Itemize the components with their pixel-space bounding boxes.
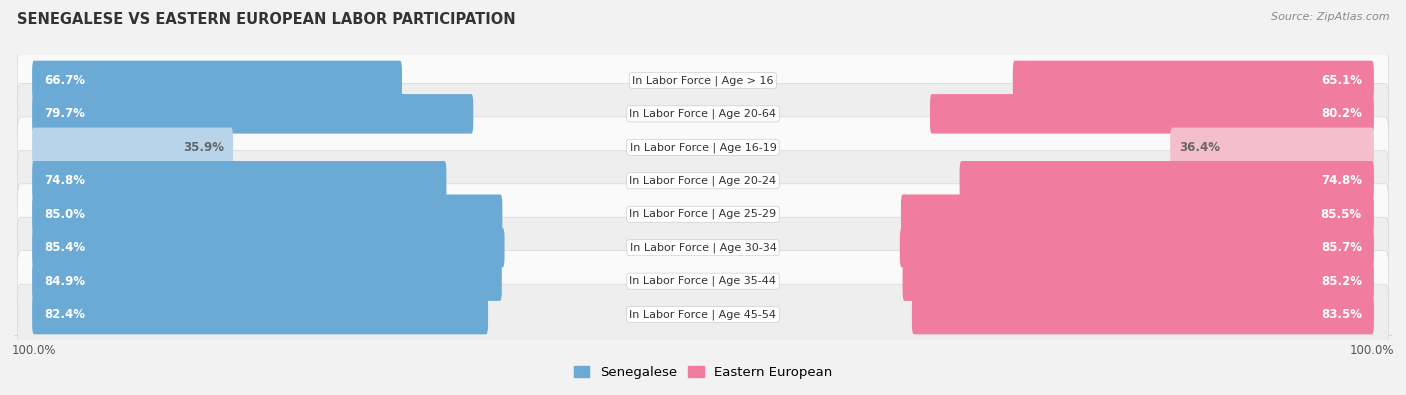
Text: In Labor Force | Age 25-29: In Labor Force | Age 25-29 [630, 209, 776, 220]
Text: In Labor Force | Age > 16: In Labor Force | Age > 16 [633, 75, 773, 86]
FancyBboxPatch shape [912, 295, 1374, 334]
Text: In Labor Force | Age 35-44: In Labor Force | Age 35-44 [630, 276, 776, 286]
FancyBboxPatch shape [900, 228, 1374, 267]
Text: In Labor Force | Age 20-64: In Labor Force | Age 20-64 [630, 109, 776, 119]
Text: 66.7%: 66.7% [44, 74, 86, 87]
Legend: Senegalese, Eastern European: Senegalese, Eastern European [568, 361, 838, 384]
FancyBboxPatch shape [901, 194, 1374, 234]
Text: SENEGALESE VS EASTERN EUROPEAN LABOR PARTICIPATION: SENEGALESE VS EASTERN EUROPEAN LABOR PAR… [17, 12, 516, 27]
FancyBboxPatch shape [17, 184, 1389, 245]
Text: 85.4%: 85.4% [44, 241, 86, 254]
FancyBboxPatch shape [929, 94, 1374, 134]
Text: 85.7%: 85.7% [1320, 241, 1362, 254]
FancyBboxPatch shape [17, 217, 1389, 278]
Text: 85.2%: 85.2% [1320, 275, 1362, 288]
Text: 74.8%: 74.8% [44, 174, 86, 187]
FancyBboxPatch shape [17, 83, 1389, 144]
Text: 65.1%: 65.1% [1320, 74, 1362, 87]
FancyBboxPatch shape [32, 194, 502, 234]
Text: 80.2%: 80.2% [1322, 107, 1362, 120]
Text: In Labor Force | Age 45-54: In Labor Force | Age 45-54 [630, 309, 776, 320]
FancyBboxPatch shape [32, 261, 502, 301]
Text: 85.0%: 85.0% [44, 208, 86, 221]
FancyBboxPatch shape [32, 94, 474, 134]
FancyBboxPatch shape [17, 50, 1389, 111]
FancyBboxPatch shape [32, 228, 505, 267]
FancyBboxPatch shape [32, 161, 446, 201]
Text: 85.5%: 85.5% [1320, 208, 1362, 221]
FancyBboxPatch shape [17, 150, 1389, 211]
FancyBboxPatch shape [32, 128, 233, 167]
Text: 74.8%: 74.8% [1320, 174, 1362, 187]
Text: Source: ZipAtlas.com: Source: ZipAtlas.com [1271, 12, 1389, 22]
FancyBboxPatch shape [1170, 128, 1374, 167]
Text: In Labor Force | Age 30-34: In Labor Force | Age 30-34 [630, 243, 776, 253]
Text: 35.9%: 35.9% [183, 141, 225, 154]
Text: 82.4%: 82.4% [44, 308, 86, 321]
FancyBboxPatch shape [17, 117, 1389, 178]
FancyBboxPatch shape [17, 284, 1389, 345]
Text: In Labor Force | Age 20-24: In Labor Force | Age 20-24 [630, 175, 776, 186]
FancyBboxPatch shape [960, 161, 1374, 201]
FancyBboxPatch shape [32, 61, 402, 100]
Text: 36.4%: 36.4% [1178, 141, 1220, 154]
Text: 79.7%: 79.7% [44, 107, 84, 120]
Text: 83.5%: 83.5% [1320, 308, 1362, 321]
FancyBboxPatch shape [17, 251, 1389, 312]
FancyBboxPatch shape [32, 295, 488, 334]
Text: In Labor Force | Age 16-19: In Labor Force | Age 16-19 [630, 142, 776, 152]
Text: 84.9%: 84.9% [44, 275, 86, 288]
FancyBboxPatch shape [1012, 61, 1374, 100]
FancyBboxPatch shape [903, 261, 1374, 301]
